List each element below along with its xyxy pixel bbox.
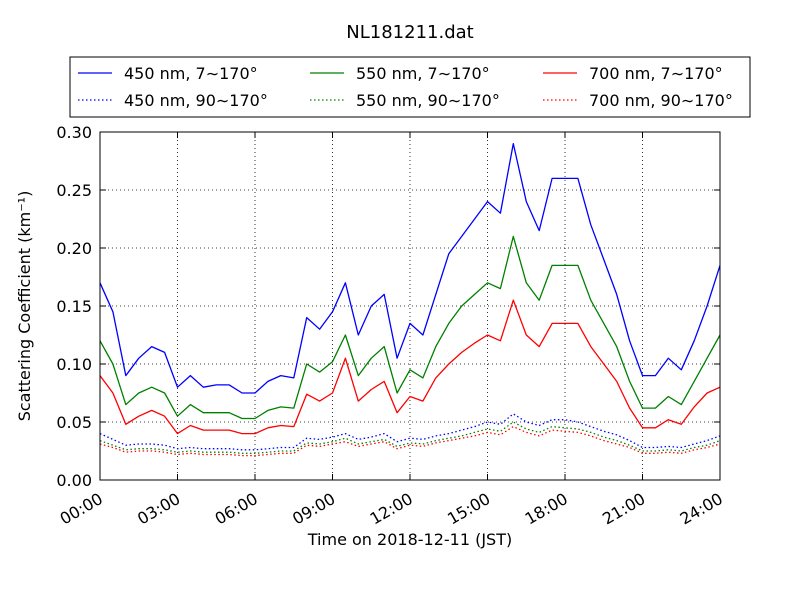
y-tick-label: 0.15 [56, 297, 92, 316]
x-tick-label: 00:00 [57, 489, 106, 529]
x-tick-label: 09:00 [289, 489, 338, 529]
grid [100, 132, 720, 480]
series-line-5 [99, 425, 721, 457]
x-tick-label: 12:00 [367, 489, 416, 529]
y-tick-label: 0.30 [56, 123, 92, 142]
legend-label-0: 450 nm, 7∼170° [124, 64, 258, 83]
y-tick-label: 0.00 [56, 471, 92, 490]
x-tick-label: 03:00 [134, 489, 183, 529]
series-line-1 [99, 235, 721, 420]
y-axis-label: Scattering Coefficient (km⁻¹) [15, 191, 34, 422]
series-group [99, 142, 721, 457]
legend-label-3: 450 nm, 90∼170° [124, 91, 268, 110]
series-line-3 [99, 413, 721, 451]
chart-title: NL181211.dat [346, 22, 473, 43]
x-tick-label: 18:00 [522, 489, 571, 529]
y-tick-label: 0.20 [56, 239, 92, 258]
legend-label-5: 700 nm, 90∼170° [589, 91, 733, 110]
legend-box [69, 56, 751, 118]
x-tick-label: 06:00 [212, 489, 261, 529]
series-line-4 [99, 421, 721, 454]
x-tick-label: 21:00 [599, 489, 648, 529]
x-tick-label: 24:00 [677, 489, 726, 529]
y-tick-label: 0.05 [56, 413, 92, 432]
y-axis: 0.00 0.05 0.10 0.15 0.20 0.25 0.30 [56, 123, 720, 490]
legend-label-1: 550 nm, 7∼170° [356, 64, 490, 83]
series-line-0 [99, 142, 721, 394]
series-line-2 [99, 299, 721, 435]
legend-label-2: 700 nm, 7∼170° [589, 64, 723, 83]
y-tick-label: 0.10 [56, 355, 92, 374]
legend: 450 nm, 7∼170° 550 nm, 7∼170° 700 nm, 7∼17… [69, 56, 751, 118]
legend-label-4: 550 nm, 90∼170° [356, 91, 500, 110]
x-tick-label: 15:00 [444, 489, 493, 529]
y-tick-label: 0.25 [56, 181, 92, 200]
x-axis-label: Time on 2018-12-11 (JST) [307, 530, 512, 549]
